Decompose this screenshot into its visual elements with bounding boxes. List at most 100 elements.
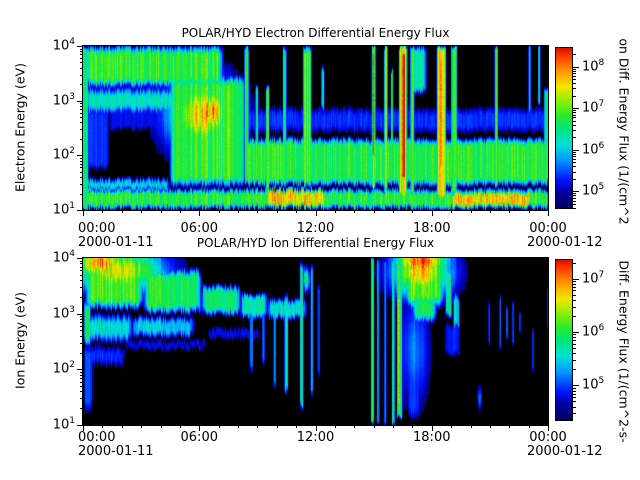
colorbar-minor-tick [572, 88, 576, 89]
colorbar-minor-tick [572, 397, 576, 398]
y-minor-tick [80, 122, 83, 123]
x-tick [354, 425, 355, 428]
y-minor-tick [80, 398, 83, 399]
x-tick [277, 425, 278, 428]
x-tick [161, 425, 162, 428]
colorbar-minor-tick [572, 201, 576, 202]
colorbar-tick [572, 279, 579, 280]
y-minor-tick [80, 117, 83, 118]
y-minor-tick [80, 408, 83, 409]
colorbar-minor-tick [572, 71, 576, 72]
x-tick [161, 210, 162, 213]
x-tick [180, 210, 181, 213]
y-minor-tick [80, 68, 83, 69]
x-tick [180, 425, 181, 428]
colorbar-minor-tick [572, 388, 576, 389]
x-axis-start-date: 2000-01-11 [78, 235, 154, 250]
colorbar-minor-tick [572, 401, 576, 402]
y-minor-tick [80, 275, 83, 276]
x-tick-label: 00:00 [529, 221, 567, 236]
colorbar-minor-tick [572, 195, 576, 196]
y-minor-tick [80, 375, 83, 376]
y-minor-tick [80, 164, 83, 165]
colorbar-minor-tick [572, 281, 576, 282]
colorbar-minor-tick [572, 69, 576, 70]
y-minor-tick [80, 158, 83, 159]
colorbar-minor-tick [572, 76, 576, 77]
colorbar-minor-tick [572, 117, 576, 118]
x-tick [509, 210, 510, 213]
colorbar-minor-tick [572, 54, 576, 55]
colorbar-minor-tick [572, 179, 576, 180]
colorbar-minor-tick [572, 307, 576, 308]
colorbar-tick-label: 106 [582, 323, 605, 340]
y-minor-tick [80, 184, 83, 185]
colorbar-tick-label: 108 [582, 58, 605, 75]
x-tick [335, 425, 336, 428]
colorbar-minor-tick [572, 316, 576, 317]
electron-panel-title: POLAR/HYD Electron Differential Energy F… [181, 26, 450, 40]
colorbar-tick-label: 107 [582, 99, 605, 116]
x-tick [83, 425, 84, 431]
x-tick [471, 425, 472, 428]
y-minor-tick [80, 261, 83, 262]
y-tick [77, 101, 83, 102]
colorbar-minor-tick [572, 115, 576, 116]
x-tick-label: 00:00 [78, 221, 116, 236]
y-minor-tick [80, 84, 83, 85]
x-tick [354, 210, 355, 213]
x-tick-label: 00:00 [529, 430, 567, 445]
y-minor-tick [80, 330, 83, 331]
y-minor-tick [80, 343, 83, 344]
colorbar-minor-tick [572, 340, 576, 341]
y-minor-tick [80, 139, 83, 140]
colorbar-minor-tick [572, 394, 576, 395]
ion-panel-title: POLAR/HYD Ion Differential Energy Flux [196, 236, 435, 250]
y-minor-tick [80, 326, 83, 327]
x-tick [393, 210, 394, 213]
y-minor-tick [80, 51, 83, 52]
x-tick-label: 12:00 [296, 221, 335, 236]
y-tick-label: 104 [52, 249, 75, 266]
y-tick-label: 102 [52, 360, 75, 377]
colorbar-minor-tick [572, 407, 576, 408]
colorbar-minor-tick [572, 193, 576, 194]
colorbar-minor-tick [572, 337, 576, 338]
x-tick [257, 425, 258, 428]
y-minor-tick [80, 382, 83, 383]
y-minor-tick [80, 316, 83, 317]
colorbar-minor-tick [572, 152, 576, 153]
y-minor-tick [80, 161, 83, 162]
x-tick [335, 210, 336, 213]
y-minor-tick [80, 270, 83, 271]
x-tick [451, 425, 452, 428]
x-tick [432, 210, 433, 216]
colorbar-minor-tick [572, 287, 576, 288]
y-minor-tick [80, 113, 83, 114]
y-minor-tick [80, 287, 83, 288]
x-tick-label: 06:00 [180, 221, 218, 236]
x-tick-label: 06:00 [180, 430, 218, 445]
ion-colorbar-label: Diff. Energy Flux (1/(cm^2-s- [616, 260, 632, 443]
x-tick [374, 425, 375, 428]
x-tick [141, 425, 142, 428]
x-tick [219, 210, 220, 213]
y-minor-tick [80, 386, 83, 387]
colorbar-tick-label: 107 [582, 270, 605, 287]
colorbar-minor-tick [572, 156, 576, 157]
x-tick [509, 425, 510, 428]
x-tick [199, 425, 200, 431]
colorbar-tick [572, 191, 579, 192]
y-minor-tick [80, 372, 83, 373]
x-tick-label: 12:00 [296, 430, 335, 445]
colorbar-minor-tick [572, 162, 576, 163]
x-tick [199, 210, 200, 216]
colorbar-minor-tick [572, 73, 576, 74]
x-tick [277, 210, 278, 213]
colorbar-minor-tick [572, 154, 576, 155]
colorbar-minor-tick [572, 172, 576, 173]
y-minor-tick [80, 280, 83, 281]
y-minor-tick [80, 58, 83, 59]
y-tick [77, 155, 83, 156]
